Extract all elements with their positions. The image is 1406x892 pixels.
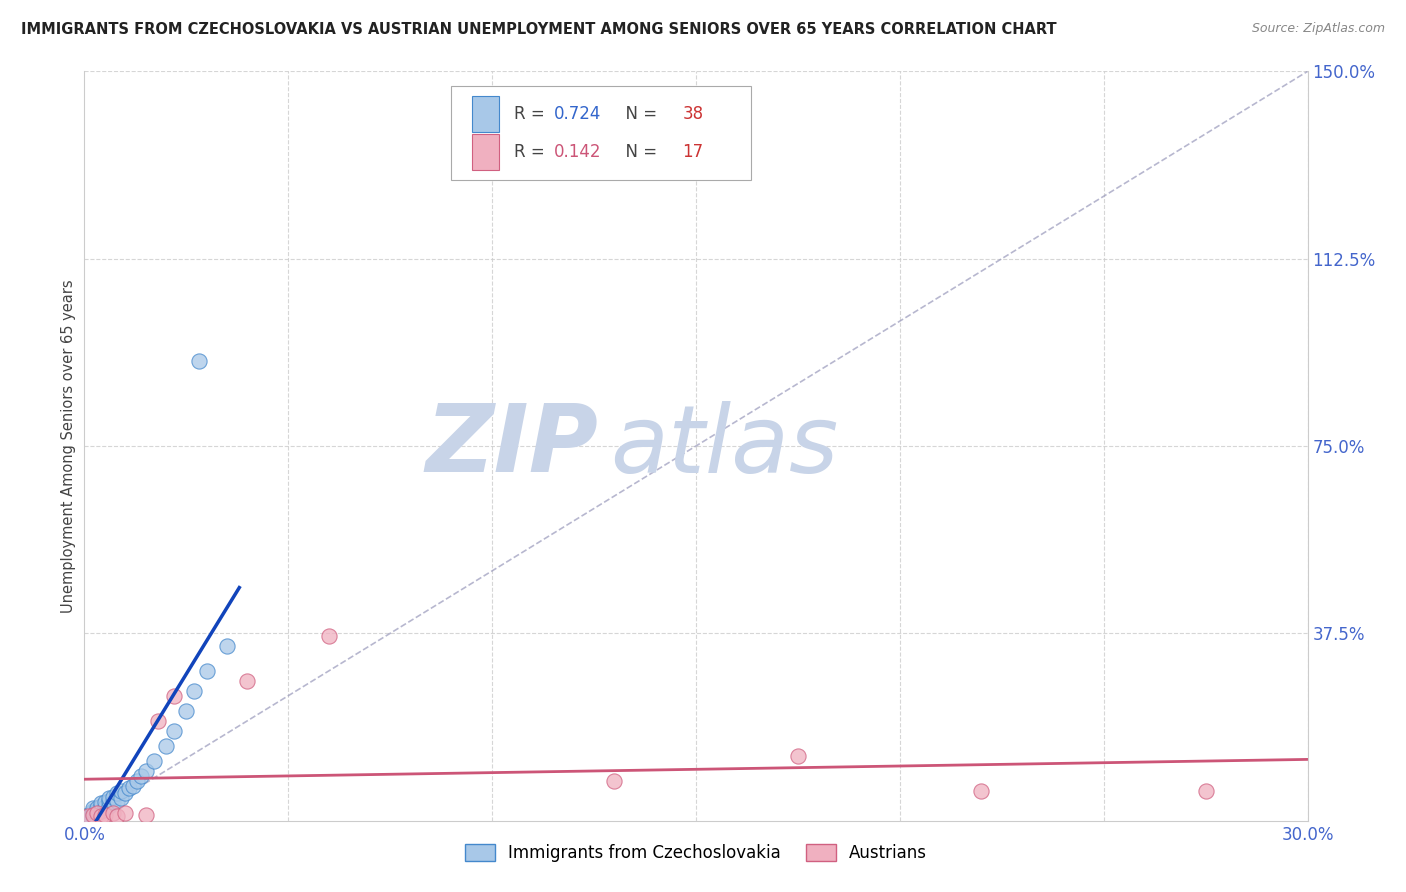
Text: N =: N = bbox=[616, 105, 662, 123]
Point bbox=[82, 807, 104, 822]
Point bbox=[82, 801, 104, 815]
Point bbox=[1195, 783, 1218, 797]
Text: 38: 38 bbox=[682, 105, 703, 123]
Point bbox=[146, 714, 169, 728]
Point bbox=[142, 754, 165, 768]
Point bbox=[93, 807, 115, 822]
Point bbox=[970, 783, 993, 797]
Point bbox=[77, 808, 100, 822]
Point bbox=[135, 764, 157, 778]
Point bbox=[77, 807, 100, 822]
Point bbox=[86, 804, 108, 818]
Point bbox=[77, 810, 100, 824]
Point bbox=[187, 354, 209, 368]
Point bbox=[603, 773, 626, 788]
Point bbox=[236, 673, 259, 688]
Point bbox=[105, 794, 128, 808]
FancyBboxPatch shape bbox=[451, 87, 751, 180]
Point bbox=[82, 808, 104, 822]
Point bbox=[93, 799, 115, 814]
Point bbox=[174, 704, 197, 718]
Point bbox=[105, 808, 128, 822]
Point bbox=[97, 794, 120, 808]
Text: 0.724: 0.724 bbox=[554, 105, 602, 123]
Point bbox=[110, 783, 132, 797]
Point bbox=[90, 798, 112, 813]
FancyBboxPatch shape bbox=[472, 134, 499, 169]
Legend: Immigrants from Czechoslovakia, Austrians: Immigrants from Czechoslovakia, Austrian… bbox=[458, 837, 934, 869]
Point bbox=[114, 806, 136, 821]
Point bbox=[195, 664, 218, 678]
Point bbox=[101, 795, 124, 809]
Point bbox=[163, 723, 186, 738]
Point bbox=[82, 806, 104, 821]
Text: Source: ZipAtlas.com: Source: ZipAtlas.com bbox=[1251, 22, 1385, 36]
Point bbox=[86, 806, 108, 821]
Text: atlas: atlas bbox=[610, 401, 838, 491]
Text: 0.142: 0.142 bbox=[554, 143, 602, 161]
Text: ZIP: ZIP bbox=[425, 400, 598, 492]
Point bbox=[97, 798, 120, 813]
Point bbox=[131, 769, 153, 783]
Text: IMMIGRANTS FROM CZECHOSLOVAKIA VS AUSTRIAN UNEMPLOYMENT AMONG SENIORS OVER 65 YE: IMMIGRANTS FROM CZECHOSLOVAKIA VS AUSTRI… bbox=[21, 22, 1057, 37]
Point bbox=[118, 781, 141, 796]
Point bbox=[135, 807, 157, 822]
Point bbox=[318, 629, 340, 643]
Point bbox=[155, 739, 177, 753]
Point bbox=[217, 639, 239, 653]
Point bbox=[90, 804, 112, 818]
Point bbox=[97, 791, 120, 805]
Point bbox=[86, 806, 108, 821]
Text: R =: R = bbox=[513, 143, 550, 161]
Point bbox=[163, 689, 186, 703]
Text: N =: N = bbox=[616, 143, 662, 161]
Point bbox=[127, 773, 149, 788]
Point bbox=[101, 789, 124, 804]
Point bbox=[93, 795, 115, 809]
Point bbox=[90, 808, 112, 822]
Point bbox=[110, 791, 132, 805]
Point bbox=[114, 786, 136, 800]
Point bbox=[105, 786, 128, 800]
Text: 17: 17 bbox=[682, 143, 703, 161]
Point bbox=[77, 811, 100, 825]
Text: R =: R = bbox=[513, 105, 550, 123]
Point bbox=[122, 779, 145, 793]
FancyBboxPatch shape bbox=[472, 96, 499, 132]
Y-axis label: Unemployment Among Seniors over 65 years: Unemployment Among Seniors over 65 years bbox=[60, 279, 76, 613]
Point bbox=[101, 806, 124, 821]
Point bbox=[183, 683, 205, 698]
Point bbox=[90, 796, 112, 810]
Point bbox=[787, 748, 810, 763]
Point bbox=[82, 804, 104, 818]
Point bbox=[86, 801, 108, 815]
